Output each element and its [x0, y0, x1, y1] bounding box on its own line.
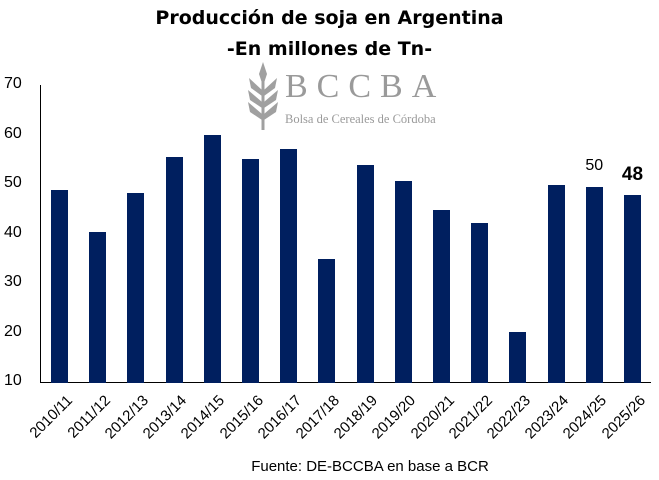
x-axis-line: [40, 382, 651, 383]
y-tick-label: 50: [4, 174, 22, 191]
bar: [624, 194, 641, 383]
y-tick-label: 70: [4, 75, 22, 92]
bar: [127, 192, 145, 383]
bar: [318, 259, 336, 383]
y-tick-label: 20: [4, 322, 22, 340]
y-axis-line: [40, 85, 41, 383]
bar: [280, 148, 298, 383]
bar: [509, 332, 527, 383]
y-tick-label: 60: [4, 124, 22, 142]
bar: [51, 189, 68, 383]
y-tick-label: 10: [4, 372, 22, 389]
bar: [89, 232, 107, 383]
chart-title: Producción de soja en Argentina: [155, 7, 504, 29]
logo-name: BCCBA: [285, 68, 446, 105]
y-tick-label: 40: [4, 223, 22, 241]
bar: [242, 158, 259, 383]
chart-subtitle: -En millones de Tn-: [226, 38, 433, 60]
bar: [585, 186, 603, 383]
y-tick-label: 30: [4, 273, 22, 290]
bar: [165, 156, 183, 383]
data-label: 48: [621, 163, 644, 185]
bar: [433, 209, 450, 383]
source-note: Fuente: DE-BCCBA en base a BCR: [251, 458, 489, 475]
bar: [547, 185, 565, 383]
bar: [203, 135, 221, 383]
logo-subtitle: Bolsa de Cereales de Córdoba: [285, 112, 436, 126]
bar: [471, 223, 489, 383]
bar: [356, 165, 374, 383]
data-label: 50: [585, 156, 604, 174]
bar: [394, 181, 412, 383]
wheat-leaf-icon: [248, 62, 278, 130]
bccba-logo: BCCBA Bolsa de Cereales de Córdoba: [245, 60, 445, 130]
